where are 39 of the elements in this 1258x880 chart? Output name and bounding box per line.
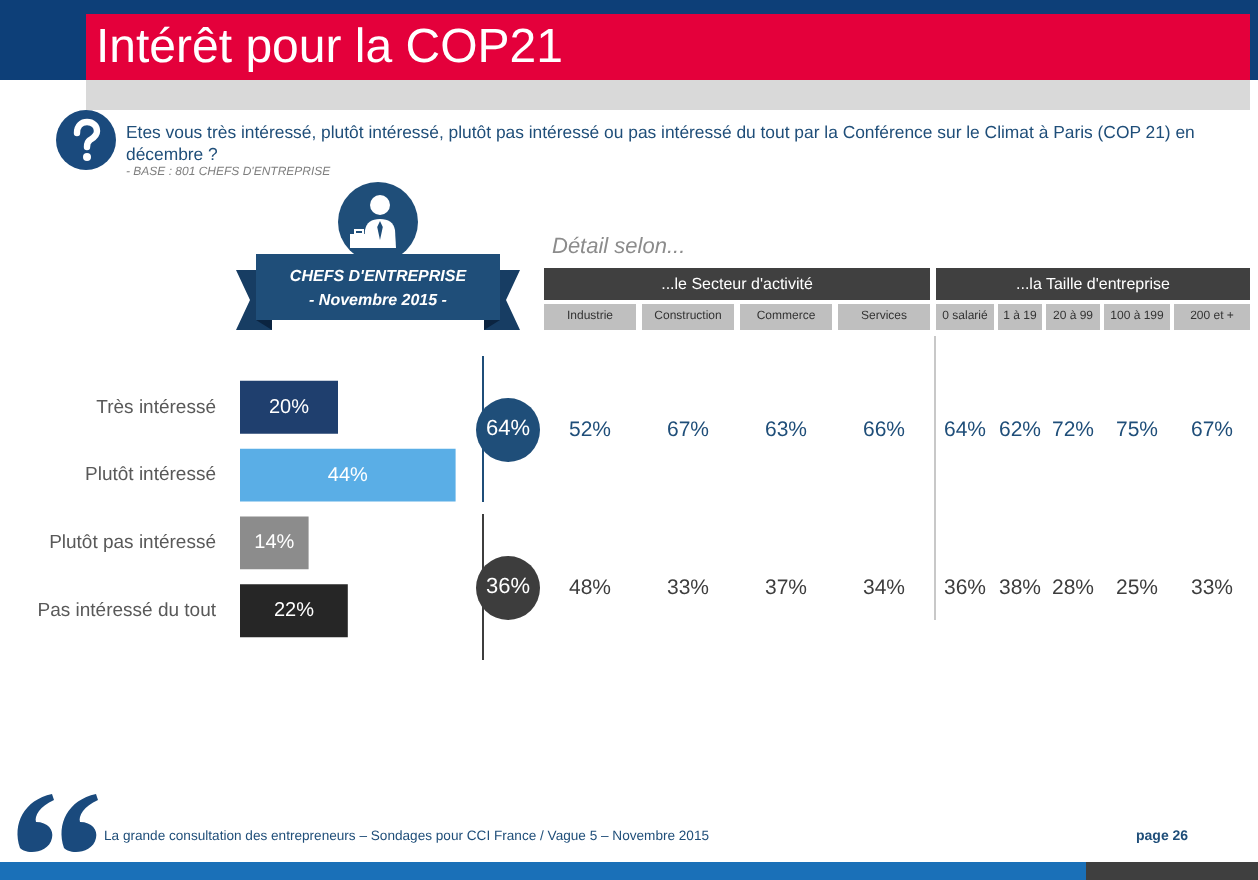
data-label: 36% — [943, 575, 987, 601]
text: Détail selon... — [552, 235, 686, 261]
data-label: 33% — [1190, 575, 1234, 601]
data-label: 75% — [1115, 417, 1159, 443]
y-tick-label: Pas intéressé du tout — [37, 599, 217, 622]
data-label: 48% — [568, 575, 612, 601]
bar — [240, 448, 456, 502]
y-tick-label: Plutôt intéressé — [85, 464, 216, 487]
data-label: 44% — [327, 464, 369, 487]
text: 36% — [485, 575, 531, 601]
data-label: 22% — [273, 600, 315, 623]
y-tick-label: Très intéressé — [96, 396, 216, 419]
text: Etes vous très intéressé, plutôt intéressé, plutôt pas intéressé ou pas intéressé du tout par la Conférence sur le Climat à Paris (COP 21) en décembre ? — [126, 122, 1197, 166]
text: 64% — [485, 417, 531, 443]
data-label: 34% — [862, 575, 906, 601]
text: CHEFS D'ENTREPRISE — [289, 266, 467, 286]
data-label: 52% — [568, 417, 612, 443]
text: ...la Taille d'entreprise — [1016, 274, 1170, 294]
data-label: 66% — [862, 417, 906, 443]
data-label: 37% — [764, 575, 808, 601]
bar — [240, 516, 309, 570]
data-label: 14% — [254, 532, 295, 555]
data-label: 67% — [1190, 417, 1234, 443]
data-label: 38% — [998, 575, 1042, 601]
text: - Novembre 2015 - — [309, 290, 447, 310]
data-label: 62% — [998, 417, 1042, 443]
data-label: 33% — [666, 575, 710, 601]
data-label: 25% — [1115, 575, 1159, 601]
chart-title: Intérêt pour la COP21 — [96, 20, 563, 76]
data-label: 63% — [764, 417, 808, 443]
data-label: 67% — [666, 417, 710, 443]
text: ...le Secteur d'activité — [661, 274, 813, 294]
data-label: 20% — [268, 396, 310, 419]
data-label: 72% — [1051, 417, 1095, 443]
bar — [240, 380, 338, 434]
data-label: 64% — [943, 417, 987, 443]
data-label: 28% — [1051, 575, 1095, 601]
y-tick-label: Plutôt pas intéressé — [49, 532, 216, 555]
bar — [240, 584, 348, 638]
